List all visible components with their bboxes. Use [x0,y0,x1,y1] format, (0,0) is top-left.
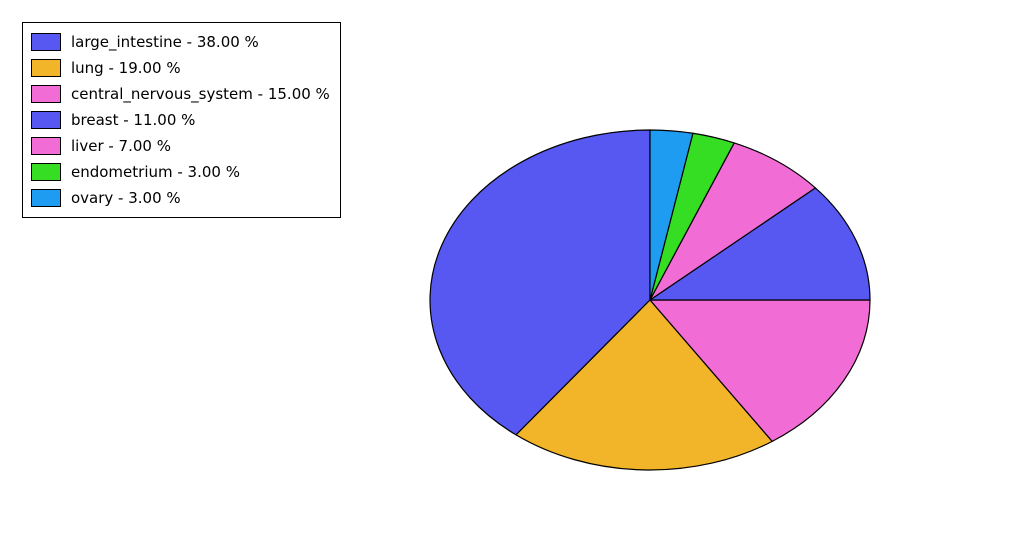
chart-canvas: large_intestine - 38.00 %lung - 19.00 %c… [0,0,1024,538]
pie-chart [0,0,1024,538]
